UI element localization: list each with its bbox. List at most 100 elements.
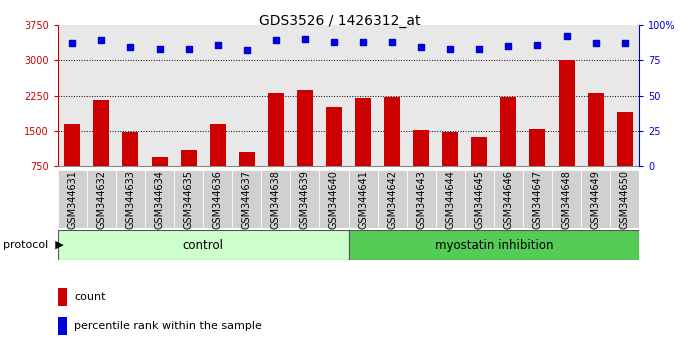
Text: GSM344640: GSM344640 [329,170,339,229]
Point [619,40,630,46]
Point [212,42,223,47]
Text: GSM344646: GSM344646 [503,170,513,229]
Bar [174,25,203,166]
Bar [290,25,320,166]
Text: GSM344639: GSM344639 [300,170,310,229]
Text: GSM344632: GSM344632 [97,170,106,229]
Text: protocol  ▶: protocol ▶ [3,240,64,250]
Bar [116,25,145,166]
Bar [523,170,552,228]
Text: GSM344650: GSM344650 [619,170,630,229]
Point [125,45,136,50]
Bar [87,25,116,166]
Bar [494,170,523,228]
Bar [384,97,400,166]
Point [271,38,282,43]
Bar [58,317,67,335]
Bar [442,132,458,166]
Bar [617,112,632,166]
Bar [581,170,610,228]
Bar [494,25,523,166]
Text: GSM344634: GSM344634 [154,170,165,229]
Bar [348,170,377,228]
Bar [87,170,116,228]
Bar [581,25,610,166]
Point [503,43,514,49]
Point [532,42,543,47]
Bar [145,25,174,166]
Bar [232,25,261,166]
Bar [122,132,139,166]
Point [387,39,398,45]
Point [154,46,165,52]
Bar [348,230,639,260]
Point [241,47,252,53]
Bar [471,137,488,166]
Bar [610,170,639,228]
Text: GDS3526 / 1426312_at: GDS3526 / 1426312_at [259,14,421,28]
Text: GSM344645: GSM344645 [475,170,484,229]
Bar [65,124,80,166]
Text: myostatin inhibition: myostatin inhibition [435,239,553,252]
Bar [58,288,67,306]
Bar [297,90,313,166]
Bar [58,170,87,228]
Text: GSM344641: GSM344641 [358,170,368,229]
Bar [58,25,87,166]
Bar [181,150,197,166]
Text: GSM344636: GSM344636 [213,170,222,229]
Bar [413,130,429,166]
Bar [610,25,639,166]
Bar [93,100,109,166]
Point [561,33,572,39]
Bar [377,170,407,228]
Point [445,46,456,52]
Bar [407,170,436,228]
Bar [355,98,371,166]
Bar [407,25,436,166]
Text: percentile rank within the sample: percentile rank within the sample [74,321,262,331]
Bar [348,25,377,166]
Bar [326,107,342,166]
Bar [145,170,174,228]
Point [299,36,310,42]
Point [67,40,78,46]
Bar [58,230,348,260]
Point [358,39,369,45]
Bar [152,157,167,166]
Text: GSM344644: GSM344644 [445,170,455,229]
Bar [436,25,465,166]
Text: GSM344637: GSM344637 [242,170,252,229]
Bar [261,170,290,228]
Bar [436,170,465,228]
Text: GSM344635: GSM344635 [184,170,194,229]
Bar [500,97,516,166]
Bar [268,93,284,166]
Bar [203,25,232,166]
Bar [465,170,494,228]
Bar [530,129,545,166]
Bar [203,170,232,228]
Bar [377,25,407,166]
Point [96,38,107,43]
Text: GSM344647: GSM344647 [532,170,543,229]
Point [415,45,426,50]
Bar [232,170,261,228]
Bar [523,25,552,166]
Bar [320,170,348,228]
Text: GSM344649: GSM344649 [591,170,600,229]
Point [590,40,601,46]
Bar [116,170,145,228]
Bar [174,170,203,228]
Point [328,39,339,45]
Bar [290,170,320,228]
Text: GSM344648: GSM344648 [562,170,571,229]
Bar [465,25,494,166]
Bar [588,93,604,166]
Bar [558,60,575,166]
Text: control: control [183,239,224,252]
Text: GSM344631: GSM344631 [67,170,78,229]
Bar [261,25,290,166]
Point [474,46,485,52]
Text: GSM344642: GSM344642 [387,170,397,229]
